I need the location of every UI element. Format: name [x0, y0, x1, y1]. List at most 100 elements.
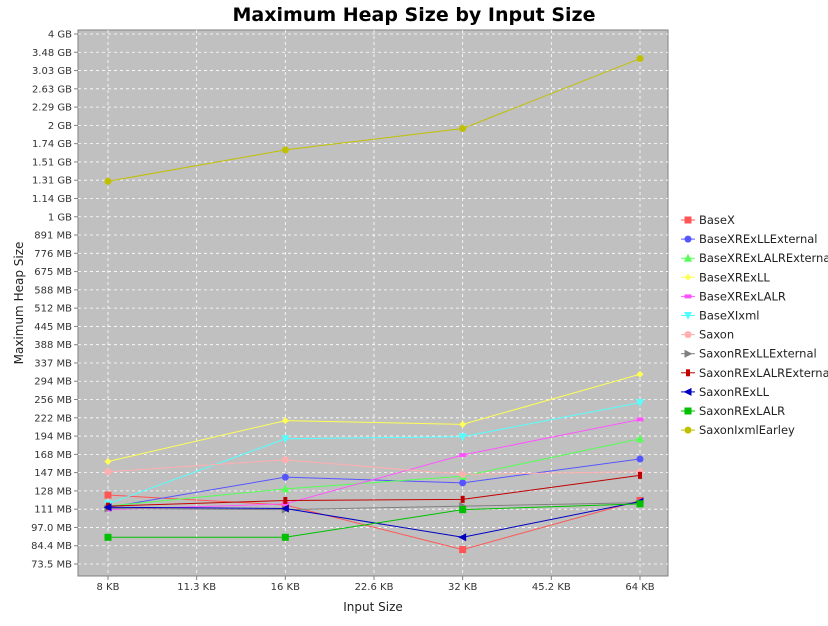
- y-tick-label: 1.74 GB: [32, 139, 72, 150]
- series-line: [107, 438, 641, 507]
- y-tick-label: 1.14 GB: [32, 194, 72, 205]
- legend-label: SaxonIxmlEarley: [699, 423, 795, 437]
- data-point: [636, 455, 644, 463]
- data-point: [459, 420, 467, 428]
- y-tick-label: 675 MB: [34, 267, 72, 278]
- y-tick-label: 1.51 GB: [32, 157, 72, 168]
- legend-label: SaxonRExLALRExternal: [699, 366, 828, 380]
- x-axis-label: Input Size: [343, 600, 403, 614]
- y-tick-label: 1 GB: [48, 212, 72, 223]
- data-point: [459, 125, 467, 133]
- x-tick-label: 8 KB: [97, 582, 120, 593]
- data-point: [459, 470, 467, 478]
- y-tick-label: 1.31 GB: [32, 176, 72, 187]
- y-tick-label: 147 MB: [34, 468, 72, 479]
- legend-marker: [684, 273, 692, 281]
- legend-label: SaxonRExLLExternal: [699, 347, 817, 361]
- series-line: [107, 58, 641, 182]
- data-point: [636, 370, 644, 378]
- y-tick-label: 891 MB: [34, 231, 72, 242]
- y-tick-label: 128 MB: [34, 486, 72, 497]
- data-point: [281, 456, 289, 464]
- y-tick-label: 3.03 GB: [32, 66, 72, 77]
- legend-marker: [684, 331, 692, 339]
- legend-label: BaseX: [699, 213, 735, 227]
- series-line: [107, 418, 641, 511]
- legend-label: SaxonRExLL: [699, 385, 770, 399]
- y-tick-label: 2 GB: [48, 121, 72, 132]
- data-point: [459, 479, 467, 487]
- data-point: [460, 495, 465, 503]
- legend-marker: [683, 387, 692, 396]
- series-line: [107, 501, 641, 538]
- data-point: [636, 55, 644, 63]
- data-point: [636, 500, 644, 508]
- data-point: [281, 146, 289, 154]
- data-point: [458, 433, 467, 442]
- series-BaseXRExLL: [104, 370, 644, 465]
- y-tick-label: 337 MB: [34, 358, 72, 369]
- y-tick-label: 84.4 MB: [31, 541, 72, 552]
- data-point: [459, 506, 467, 514]
- x-tick-label: 11.3 KB: [177, 582, 216, 593]
- y-tick-label: 222 MB: [34, 413, 72, 424]
- y-tick-label: 294 MB: [34, 377, 72, 388]
- y-tick-label: 588 MB: [34, 285, 72, 296]
- data-point: [104, 533, 112, 541]
- legend-label: BaseXRExLALR: [699, 289, 786, 303]
- y-tick-label: 445 MB: [34, 322, 72, 333]
- series-line: [107, 373, 641, 462]
- y-tick-label: 512 MB: [34, 304, 72, 315]
- y-tick-label: 111 MB: [34, 505, 72, 516]
- legend-label: Saxon: [699, 328, 734, 342]
- data-point: [458, 533, 467, 542]
- data-point: [104, 468, 112, 476]
- y-tick-label: 2.63 GB: [32, 84, 72, 95]
- series-BaseXIxml: [104, 399, 644, 509]
- series-Saxon: [104, 456, 644, 478]
- data-point: [281, 473, 289, 481]
- x-tick-label: 64 KB: [625, 582, 654, 593]
- legend-label: SaxonRExLALR: [699, 404, 785, 418]
- series-SaxonIxmlEarley: [104, 55, 644, 185]
- series-line: [107, 494, 641, 551]
- y-axis-label: Maximum Heap Size: [12, 242, 26, 365]
- y-tick-label: 3.48 GB: [32, 48, 72, 59]
- legend: BaseX BaseXRExLLExternal BaseXRExLALRExter…: [681, 213, 828, 437]
- data-point: [638, 471, 642, 479]
- data-point: [280, 504, 289, 513]
- legend-marker: [684, 426, 692, 434]
- legend-marker: [684, 407, 692, 415]
- series-line: [107, 474, 641, 507]
- x-tick-label: 32 KB: [448, 582, 477, 593]
- series-line: [108, 503, 641, 538]
- x-tick-label: 45.2 KB: [532, 582, 571, 593]
- legend-label: BaseXRExLALRExternal: [699, 251, 828, 265]
- data-point: [283, 496, 288, 504]
- series-line: [107, 459, 641, 475]
- data-point: [104, 457, 112, 465]
- data-point: [281, 435, 290, 444]
- legend-marker: [686, 369, 690, 377]
- data-point: [636, 399, 644, 408]
- legend-marker: [684, 216, 692, 224]
- plot-area: [77, 29, 669, 577]
- legend-label: BaseXIxml: [699, 309, 759, 323]
- legend-marker: [684, 312, 692, 320]
- data-point: [636, 434, 644, 443]
- x-tick-label: 22.6 KB: [355, 582, 394, 593]
- chart-title: Maximum Heap Size by Input Size: [233, 4, 596, 26]
- data-point: [281, 417, 289, 425]
- data-point: [636, 417, 644, 422]
- data-point: [281, 484, 290, 493]
- y-tick-label: 2.29 GB: [32, 103, 72, 114]
- data-point: [459, 453, 467, 458]
- legend-marker: [684, 349, 693, 358]
- legend-label: BaseXRExLLExternal: [699, 232, 817, 246]
- legend-marker: [684, 294, 692, 299]
- data-point: [104, 177, 112, 185]
- legend-marker: [684, 235, 692, 243]
- series-line: [107, 402, 641, 505]
